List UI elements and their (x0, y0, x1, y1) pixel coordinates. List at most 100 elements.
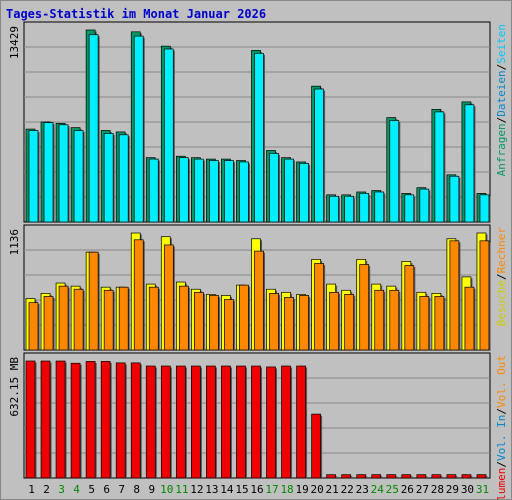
panel-visits: 1136 Besuche/Rechner (8, 224, 508, 351)
bar-dateien-day-5 (88, 34, 99, 223)
x-tick-label: 31 (476, 483, 489, 496)
bar-volumen-day-14 (221, 365, 231, 479)
bar-volumen-day-18 (281, 365, 291, 479)
bar-rechner-day-2 (43, 296, 54, 351)
bar-rechner-day-26 (404, 265, 415, 351)
bar-volumen-day-17 (266, 366, 276, 479)
x-tick-label: 6 (103, 483, 110, 496)
bar-volumen-day-13 (206, 365, 216, 479)
bar-dateien-day-29 (449, 175, 460, 223)
x-tick-label: 1 (28, 483, 35, 496)
bar-volumen-day-4 (70, 362, 81, 479)
legend-entry: Volumen (495, 468, 508, 500)
chart-panels: 13429Anfragen/Dateien/Seiten1136Besuche/… (8, 21, 508, 500)
bar-rechner-day-16 (254, 250, 264, 351)
bar-dateien-day-7 (118, 134, 129, 223)
x-tick-label: 27 (416, 483, 429, 496)
x-tick-label: 4 (73, 483, 80, 496)
x-tick-label: 22 (341, 483, 354, 496)
x-tick-label: 5 (88, 483, 95, 496)
bar-rechner-day-5 (88, 251, 99, 351)
bar-dateien-day-30 (464, 104, 475, 223)
bar-dateien-day-6 (103, 133, 114, 223)
bar-rechner-day-23 (359, 264, 370, 351)
x-tick-label: 21 (326, 483, 339, 496)
bar-rechner-day-4 (73, 288, 84, 351)
bar-dateien-day-15 (239, 161, 249, 223)
legend-entry: Anfragen (495, 123, 508, 176)
x-tick-label: 24 (371, 483, 385, 496)
bar-volumen-day-10 (160, 365, 171, 479)
bar-rechner-day-1 (28, 302, 39, 351)
legend-entry: / (495, 461, 508, 468)
bar-dateien-day-27 (419, 188, 430, 223)
bar-rechner-day-8 (133, 239, 144, 351)
legend-entry: Besuche (495, 280, 508, 326)
bar-dateien-day-4 (73, 130, 84, 223)
x-tick-label: 26 (401, 483, 414, 496)
bar-volumen-day-11 (175, 365, 186, 479)
bar-dateien-day-11 (178, 157, 189, 223)
bar-volumen-day-20 (311, 413, 321, 479)
x-tick-label: 17 (265, 483, 278, 496)
bar-volumen-day-7 (115, 362, 126, 479)
bar-rechner-day-20 (314, 263, 324, 351)
bar-rechner-day-7 (118, 286, 129, 351)
legend-entry: Vol. Out (495, 355, 508, 408)
bar-rechner-day-12 (194, 291, 204, 351)
legend-volume: Volumen/Vol. In/Vol. Out (495, 355, 508, 500)
legend-entry: / (495, 64, 508, 71)
legend-entry: Seiten (495, 24, 508, 64)
x-tick-label: 14 (220, 483, 234, 496)
bar-volumen-day-25 (386, 474, 397, 479)
x-tick-label: 16 (250, 483, 263, 496)
bar-rechner-day-29 (449, 240, 460, 351)
x-tick-label: 12 (190, 483, 203, 496)
bar-volumen-day-6 (100, 361, 111, 479)
x-tick-label: 2 (43, 483, 50, 496)
bar-dateien-day-14 (224, 160, 234, 223)
bar-rechner-day-24 (374, 289, 385, 351)
legend-entry: Rechner (495, 227, 508, 274)
legend-visits: Besuche/Rechner (495, 227, 508, 327)
bar-rechner-day-6 (103, 289, 114, 351)
bar-volumen-day-21 (326, 474, 336, 479)
x-tick-label: 8 (133, 483, 140, 496)
legend-entry: Dateien (495, 70, 508, 116)
bar-rechner-day-3 (58, 285, 69, 351)
bar-dateien-day-28 (434, 111, 445, 223)
bar-rechner-day-18 (284, 297, 294, 351)
x-tick-label: 25 (386, 483, 399, 496)
bar-volumen-day-29 (446, 474, 457, 479)
bar-dateien-day-2 (43, 122, 54, 223)
x-tick-label: 23 (356, 483, 369, 496)
bar-volumen-day-24 (371, 474, 382, 479)
bar-rechner-day-25 (389, 289, 400, 351)
bar-volumen-day-27 (416, 474, 427, 479)
bar-rechner-day-11 (178, 285, 189, 351)
legend-entry: / (495, 117, 508, 124)
bar-dateien-day-18 (284, 158, 294, 223)
bar-rechner-day-19 (299, 295, 309, 351)
bar-rechner-day-9 (148, 286, 159, 351)
bar-rechner-day-21 (329, 291, 339, 351)
bar-dateien-day-10 (163, 48, 174, 223)
bar-volumen-day-3 (55, 360, 66, 479)
bar-rechner-day-14 (224, 299, 234, 351)
bar-rechner-day-31 (479, 240, 490, 351)
bar-dateien-day-26 (404, 194, 415, 223)
max-label-volume: 632.15 MB (8, 357, 21, 417)
bar-volumen-day-1 (25, 360, 36, 479)
bar-dateien-day-20 (314, 88, 324, 223)
bar-volumen-day-12 (191, 365, 201, 479)
x-tick-label: 29 (446, 483, 459, 496)
bar-rechner-day-22 (344, 294, 355, 351)
bar-volumen-day-2 (40, 360, 51, 479)
bar-volumen-day-16 (251, 365, 261, 479)
bar-volumen-day-19 (296, 365, 306, 479)
legend-entry: / (495, 273, 508, 280)
bar-volumen-day-30 (461, 474, 472, 479)
bar-dateien-day-17 (269, 153, 279, 223)
bar-dateien-day-3 (58, 124, 69, 223)
